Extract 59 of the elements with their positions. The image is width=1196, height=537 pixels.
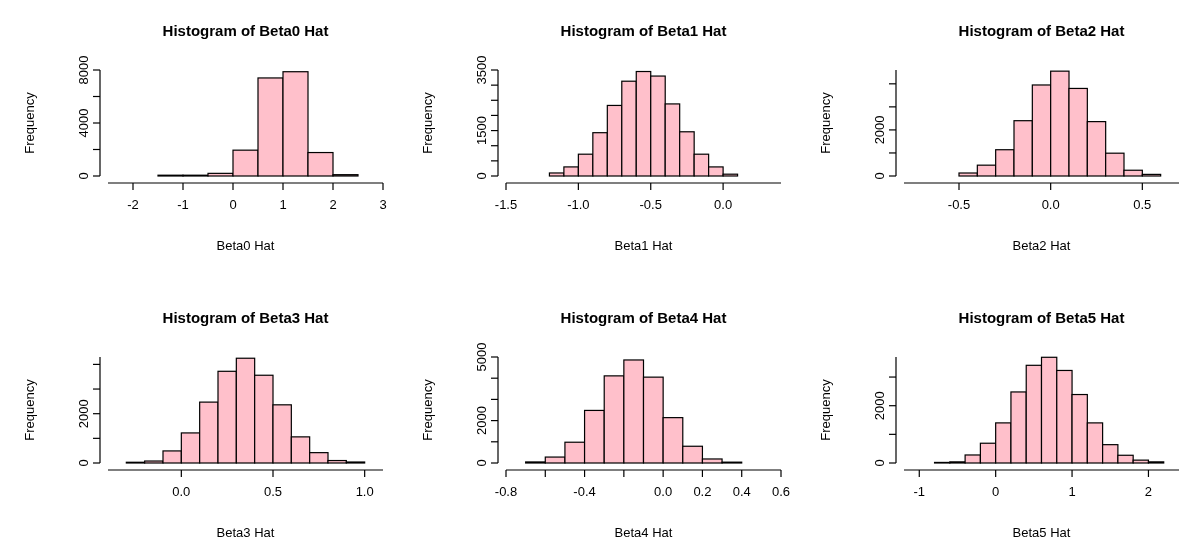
y-tick-label: 2000 xyxy=(76,399,91,429)
x-tick-label: 2 xyxy=(329,197,337,212)
chart-title: Histogram of Beta0 Hat xyxy=(162,22,329,39)
x-tick-label: -0.4 xyxy=(573,484,596,499)
chart-title: Histogram of Beta1 Hat xyxy=(560,22,727,39)
y-tick-label: 5000 xyxy=(474,342,489,372)
x-tick-label: 0.4 xyxy=(732,484,751,499)
x-tick-label: 2 xyxy=(1144,484,1153,499)
x-tick-label: 0.6 xyxy=(771,484,791,499)
x-tick-label: -0.5 xyxy=(639,197,662,212)
x-tick-label: -1 xyxy=(177,197,189,212)
y-tick-label: 4000 xyxy=(76,108,91,138)
y-tick-label: 2000 xyxy=(474,406,489,436)
y-tick-label: 0 xyxy=(872,172,887,180)
x-tick-label: 1 xyxy=(279,197,287,212)
y-tick-label: 0 xyxy=(76,459,91,467)
y-tick-label: 0 xyxy=(76,172,91,180)
y-tick-label: 3500 xyxy=(474,55,489,85)
chart-title: Histogram of Beta5 Hat xyxy=(958,309,1125,326)
chart-title: Histogram of Beta3 Hat xyxy=(162,309,329,326)
x-tick-label: 0.5 xyxy=(1133,197,1152,212)
y-axis-title: Frequency xyxy=(22,378,37,441)
y-tick-label: 0 xyxy=(474,172,489,180)
x-axis-title: Beta5 Hat xyxy=(1012,525,1071,537)
x-tick-label: 0.2 xyxy=(693,484,712,499)
x-axis-title: Beta2 Hat xyxy=(1012,238,1071,253)
x-tick-label: 3 xyxy=(379,197,387,212)
y-tick-label: 2000 xyxy=(872,391,887,421)
x-tick-label: 1.0 xyxy=(355,484,374,499)
x-tick-label: -1.0 xyxy=(567,197,590,212)
x-tick-label: -1.5 xyxy=(494,197,518,212)
x-axis-title: Beta1 Hat xyxy=(614,238,673,253)
y-axis-title: Frequency xyxy=(420,91,435,154)
x-tick-label: 0.0 xyxy=(1041,197,1060,212)
x-axis-title: Beta0 Hat xyxy=(216,238,275,253)
x-tick-label: 0.0 xyxy=(654,484,673,499)
x-tick-label: -2 xyxy=(127,197,139,212)
x-tick-label: 0.0 xyxy=(172,484,191,499)
y-tick-label: 1500 xyxy=(474,116,489,146)
x-tick-label: -1 xyxy=(913,484,926,499)
y-axis-title: Frequency xyxy=(818,91,833,154)
x-tick-label: -0.8 xyxy=(494,484,518,499)
y-tick-label: 2000 xyxy=(872,115,887,145)
x-tick-label: 0 xyxy=(992,484,1000,499)
x-axis-title: Beta4 Hat xyxy=(614,525,673,537)
x-tick-label: 0.0 xyxy=(714,197,733,212)
y-axis-title: Frequency xyxy=(818,378,833,441)
x-tick-label: 0 xyxy=(229,197,237,212)
x-tick-label: -0.5 xyxy=(947,197,971,212)
y-tick-label: 0 xyxy=(872,459,887,467)
chart-title: Histogram of Beta2 Hat xyxy=(958,22,1125,39)
y-tick-label: 8000 xyxy=(76,55,91,85)
y-axis-title: Frequency xyxy=(420,378,435,441)
chart-title: Histogram of Beta4 Hat xyxy=(560,309,727,326)
y-tick-label: 0 xyxy=(474,459,489,467)
x-axis-title: Beta3 Hat xyxy=(216,525,275,537)
x-tick-label: 0.5 xyxy=(263,484,283,499)
y-axis-title: Frequency xyxy=(22,91,37,154)
x-tick-label: 1 xyxy=(1068,484,1076,499)
